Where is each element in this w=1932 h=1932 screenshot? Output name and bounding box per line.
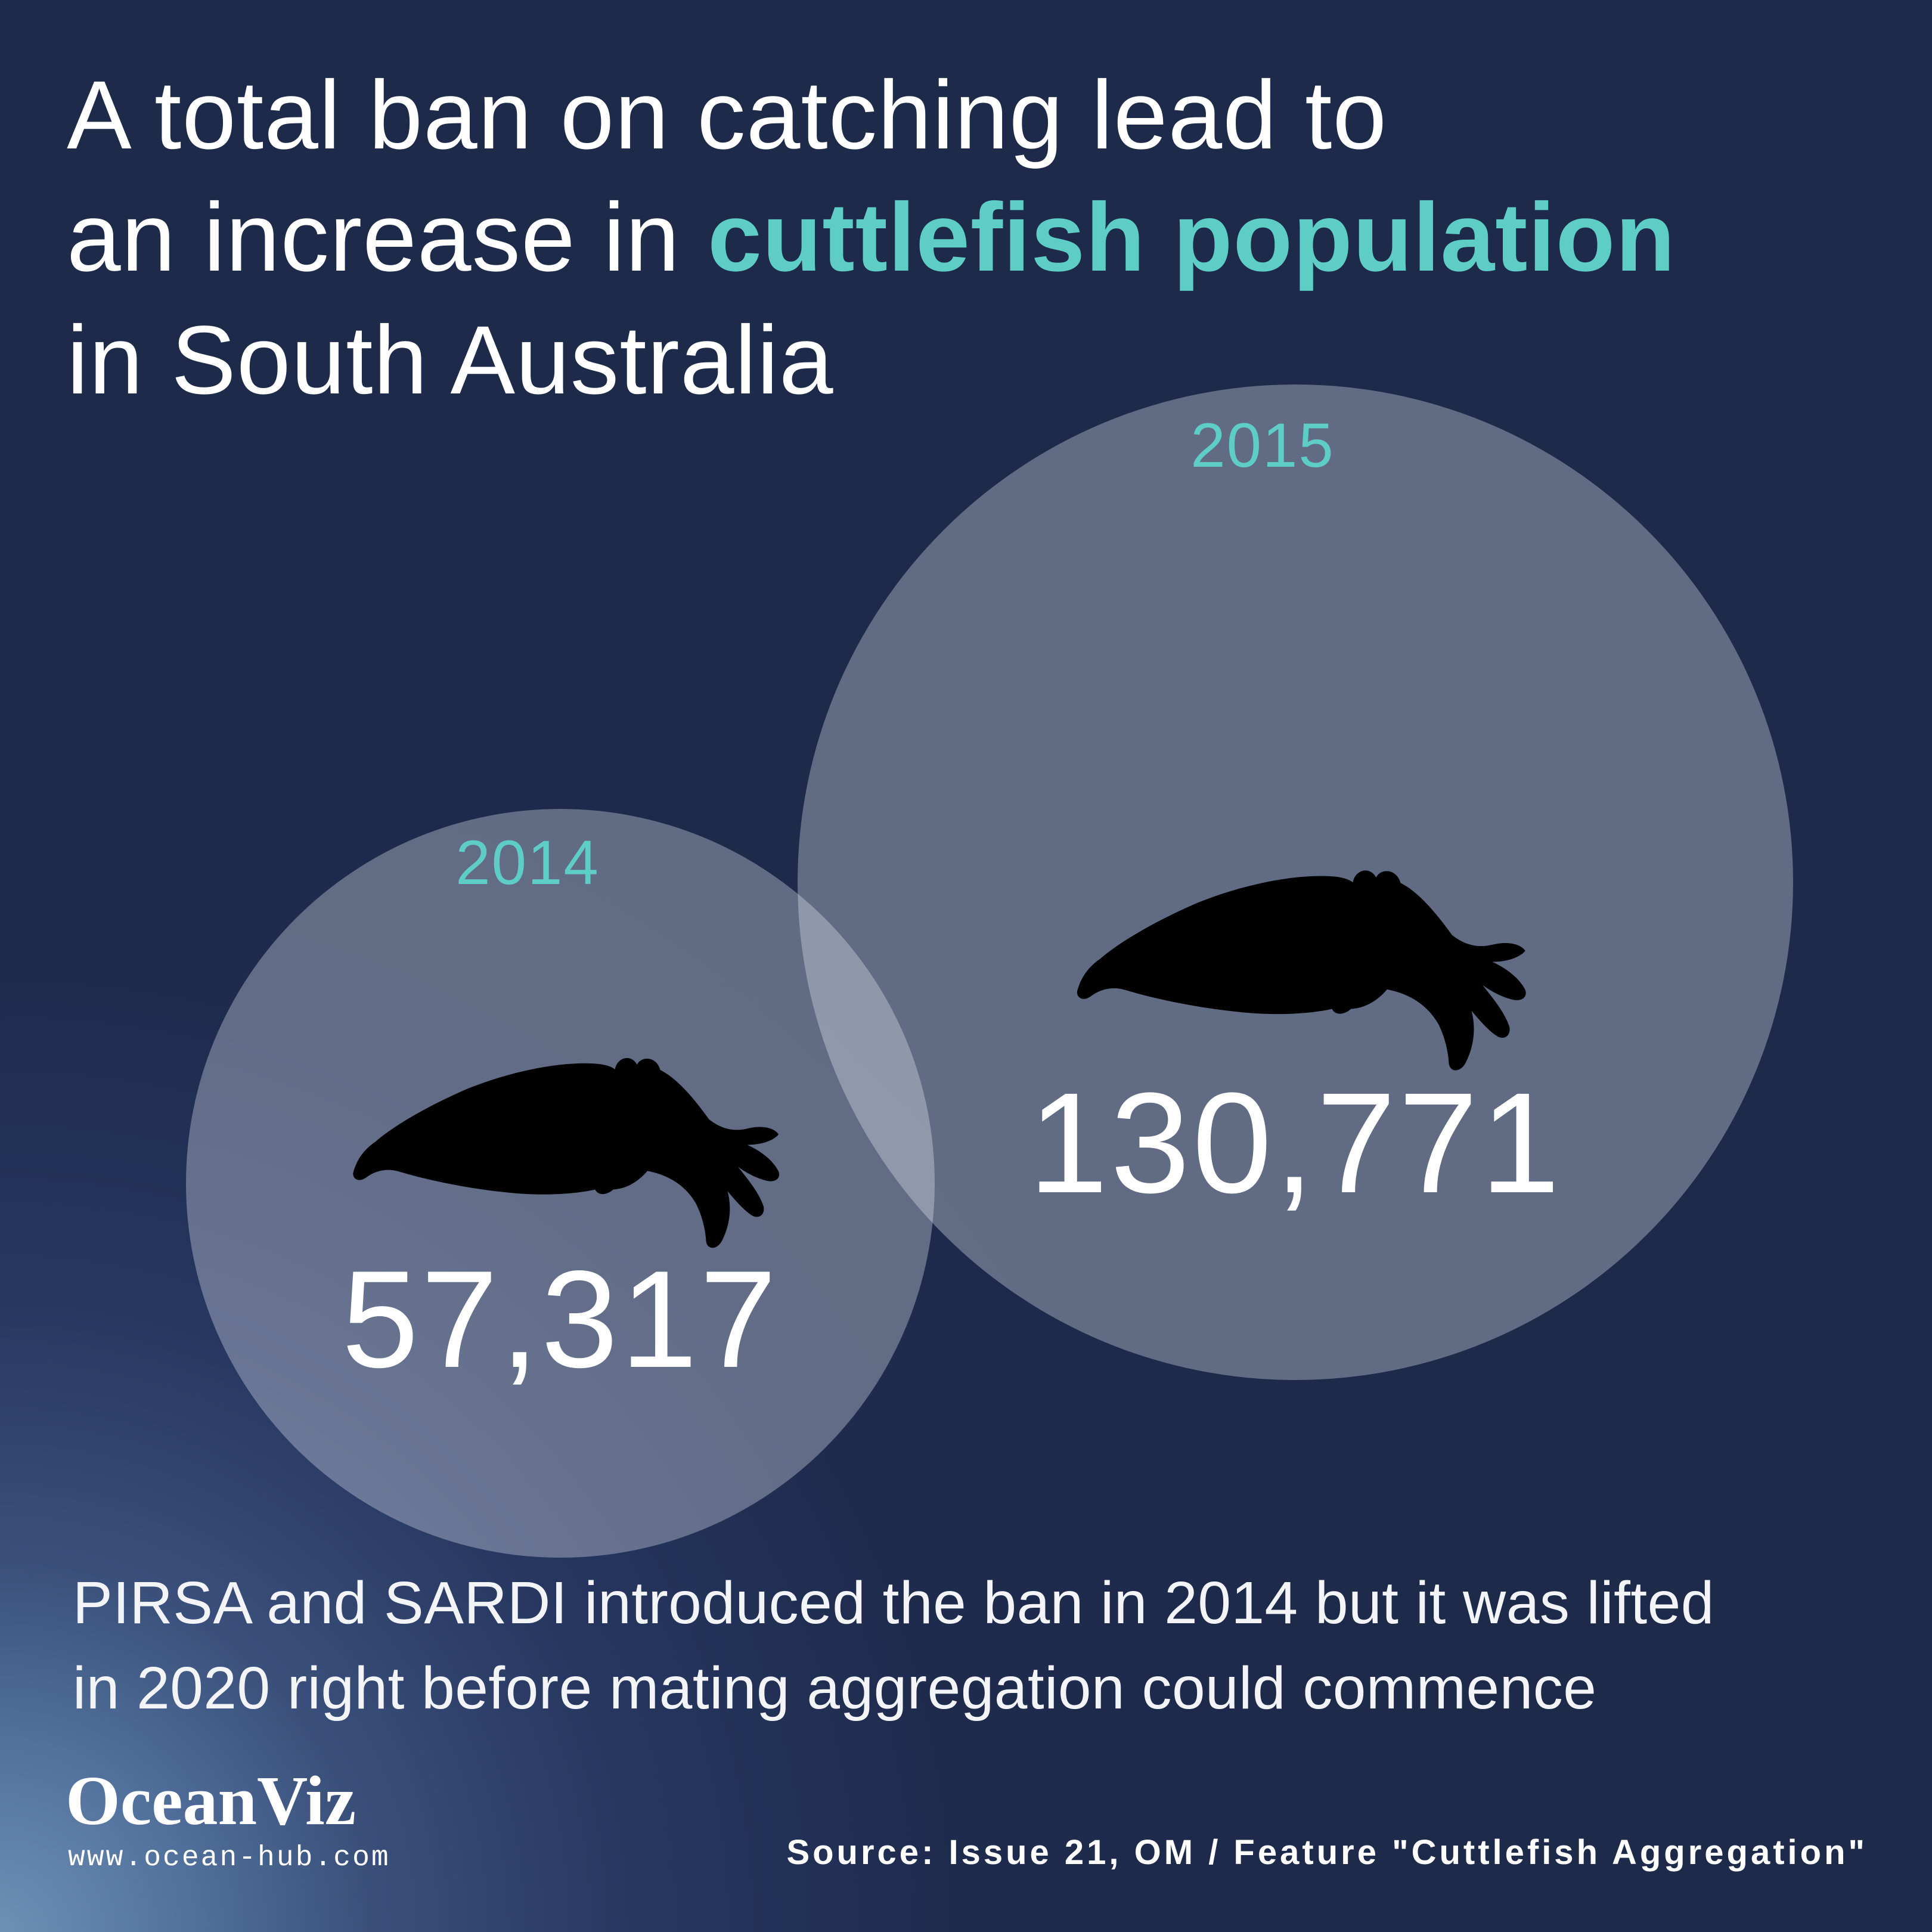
brand-website: www.ocean-hub.com <box>68 1842 390 1874</box>
title-line-1: A total ban on catching lead to <box>67 60 1388 169</box>
brand-logo: OceanViz <box>66 1762 356 1840</box>
bubble-2014: 2014 57,317 <box>186 809 935 1558</box>
title-highlight: cuttlefish population <box>708 182 1676 292</box>
bubble-2015: 2015 130,771 <box>798 384 1793 1380</box>
footnote-line-2: in 2020 right before mating aggregation … <box>73 1655 1597 1722</box>
title-line-2-prefix: an increase in <box>67 182 708 292</box>
year-label-2015: 2015 <box>1190 411 1335 480</box>
page-title: A total ban on catching lead to an incre… <box>67 54 1676 421</box>
title-line-3: in South Australia <box>67 305 834 414</box>
year-label-2014: 2014 <box>455 828 600 898</box>
population-count-2014: 57,317 <box>342 1242 779 1397</box>
cuttlefish-icon <box>337 1021 784 1271</box>
footnote: PIRSA and SARDI introduced the ban in 20… <box>73 1561 1714 1731</box>
cuttlefish-icon <box>1060 832 1531 1094</box>
title-line-2: an increase in cuttlefish population <box>67 176 1676 298</box>
cuttlefish-icon <box>1060 832 1531 1094</box>
cuttlefish-icon <box>337 1021 784 1271</box>
population-count-2015: 130,771 <box>1028 1063 1562 1223</box>
source-line: Source: Issue 21, OM / Feature "Cuttlefi… <box>786 1833 1868 1872</box>
footnote-line-1: PIRSA and SARDI introduced the ban in 20… <box>73 1570 1714 1636</box>
